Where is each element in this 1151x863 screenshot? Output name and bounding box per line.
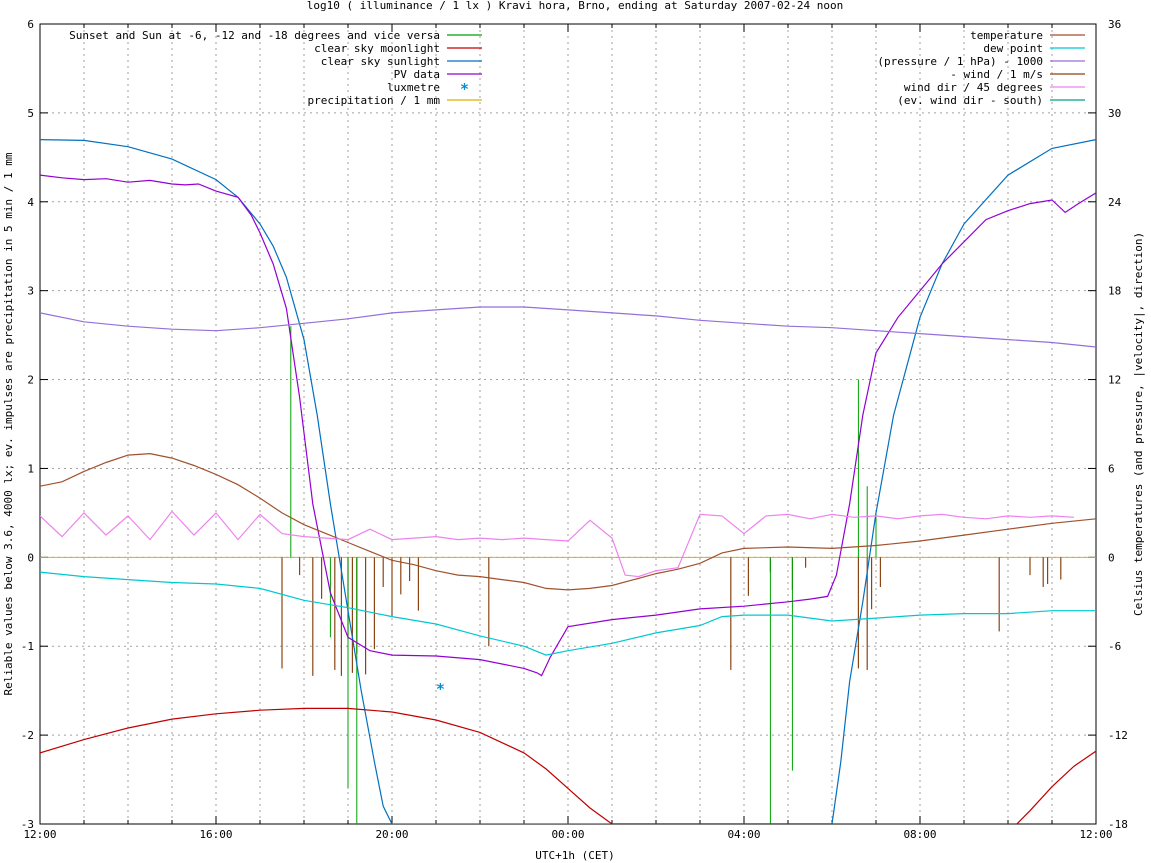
grid <box>39 23 1097 825</box>
y2-axis-label: Celsius temperatures (and pressure, |vel… <box>1132 232 1145 616</box>
luxmetre-point: * <box>436 680 445 698</box>
y2-tick-label: 36 <box>1108 18 1121 31</box>
y2-tick-label: 0 <box>1108 551 1115 564</box>
legend-left-label: precipitation / 1 mm <box>308 94 441 107</box>
series-line-dew-point <box>40 571 1096 656</box>
series-line-pv-data <box>40 174 1096 677</box>
y2-tick-label: 6 <box>1108 462 1115 475</box>
y-tick-label: 4 <box>27 196 34 209</box>
legend-left-marker: * <box>460 80 469 98</box>
y-tick-label: 2 <box>27 374 34 387</box>
x-tick-label: 04:00 <box>727 828 760 841</box>
y-axis-label: Reliable values below 3.6, 4000 lx; ev. … <box>2 152 15 695</box>
legend-left-label: clear sky moonlight <box>314 42 440 55</box>
y-tick-label: 5 <box>27 107 34 120</box>
chart-title: log10 ( illuminance / 1 lx ) Kravi hora,… <box>307 0 843 12</box>
x-tick-label: 12:00 <box>1079 828 1112 841</box>
legend-left-label: clear sky sunlight <box>321 55 440 68</box>
y-tick-label: -2 <box>21 729 34 742</box>
x-tick-label: 08:00 <box>903 828 936 841</box>
y2-tick-label: -12 <box>1108 729 1128 742</box>
series-line-clear-sky-moonlight <box>40 707 1096 824</box>
y2-tick-label: 18 <box>1108 285 1121 298</box>
legend-left-label: Sunset and Sun at -6, -12 and -18 degree… <box>69 29 440 42</box>
series-line-clear-sky-sunlight <box>40 139 1096 824</box>
x-tick-label: 12:00 <box>23 828 56 841</box>
y-tick-label: 6 <box>27 18 34 31</box>
y2-tick-label: 24 <box>1108 196 1122 209</box>
x-tick-label: 20:00 <box>375 828 408 841</box>
legend-right-label: - wind / 1 m/s <box>950 68 1043 81</box>
legend-right-label: dew point <box>983 42 1043 55</box>
x-tick-label: 00:00 <box>551 828 584 841</box>
series-line-pressure-1-hpa-1000 <box>40 306 1096 348</box>
series-line-wind-dir-45-degrees <box>40 510 1075 578</box>
legend-right-label: (pressure / 1 hPa) - 1000 <box>877 55 1043 68</box>
y2-tick-label: -18 <box>1108 818 1128 831</box>
legend-right-label: temperature <box>970 29 1043 42</box>
y-tick-label: 1 <box>27 462 34 475</box>
series-group: * <box>40 139 1096 824</box>
legend: Sunset and Sun at -6, -12 and -18 degree… <box>69 29 1085 107</box>
x-axis-label: UTC+1h (CET) <box>535 849 614 862</box>
y-tick-label: 3 <box>27 285 34 298</box>
legend-right-label: (ev. wind dir - south) <box>897 94 1043 107</box>
y-tick-label: -1 <box>21 640 34 653</box>
y-tick-label: -3 <box>21 818 34 831</box>
y-tick-label: 0 <box>27 551 34 564</box>
y2-tick-label: -6 <box>1108 640 1121 653</box>
y2-tick-label: 30 <box>1108 107 1121 120</box>
legend-right-label: wind dir / 45 degrees <box>904 81 1043 94</box>
series-line-temperature <box>40 452 1096 591</box>
legend-left-label: luxmetre <box>387 81 440 94</box>
x-tick-label: 16:00 <box>199 828 232 841</box>
y2-tick-label: 12 <box>1108 374 1121 387</box>
legend-left-label: PV data <box>394 68 440 81</box>
